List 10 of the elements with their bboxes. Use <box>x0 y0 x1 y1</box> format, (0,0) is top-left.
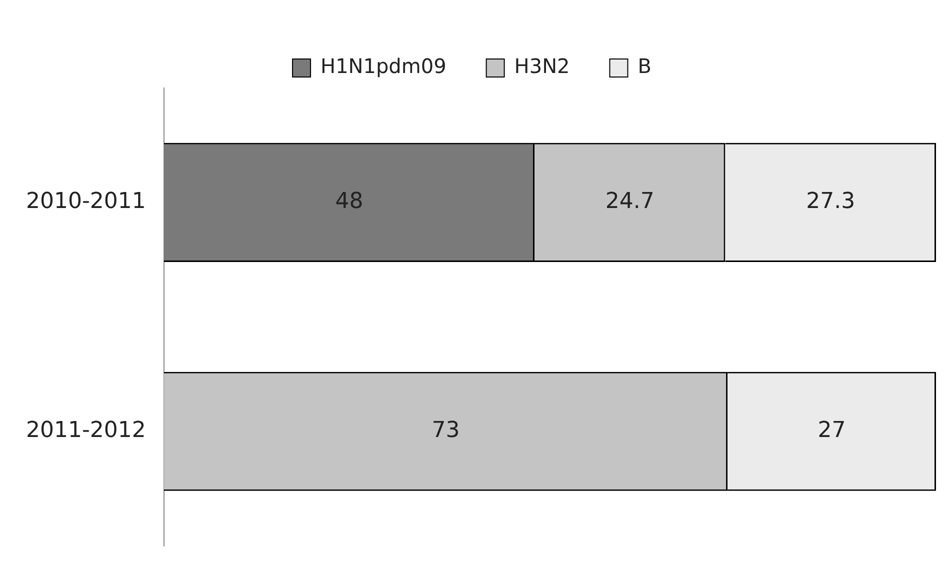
y-tick-label: 2010-2011 <box>26 189 146 214</box>
data-label: 27.3 <box>806 189 856 214</box>
data-label: 73 <box>432 418 460 444</box>
legend-label: B <box>638 54 652 78</box>
data-label: 24.7 <box>605 189 654 214</box>
y-tick-label: 2011-2012 <box>26 418 146 444</box>
data-label: 27 <box>818 418 846 444</box>
data-label: 48 <box>335 189 364 214</box>
legend-label: H1N1pdm09 <box>320 54 446 78</box>
legend-label: H3N2 <box>514 54 570 78</box>
